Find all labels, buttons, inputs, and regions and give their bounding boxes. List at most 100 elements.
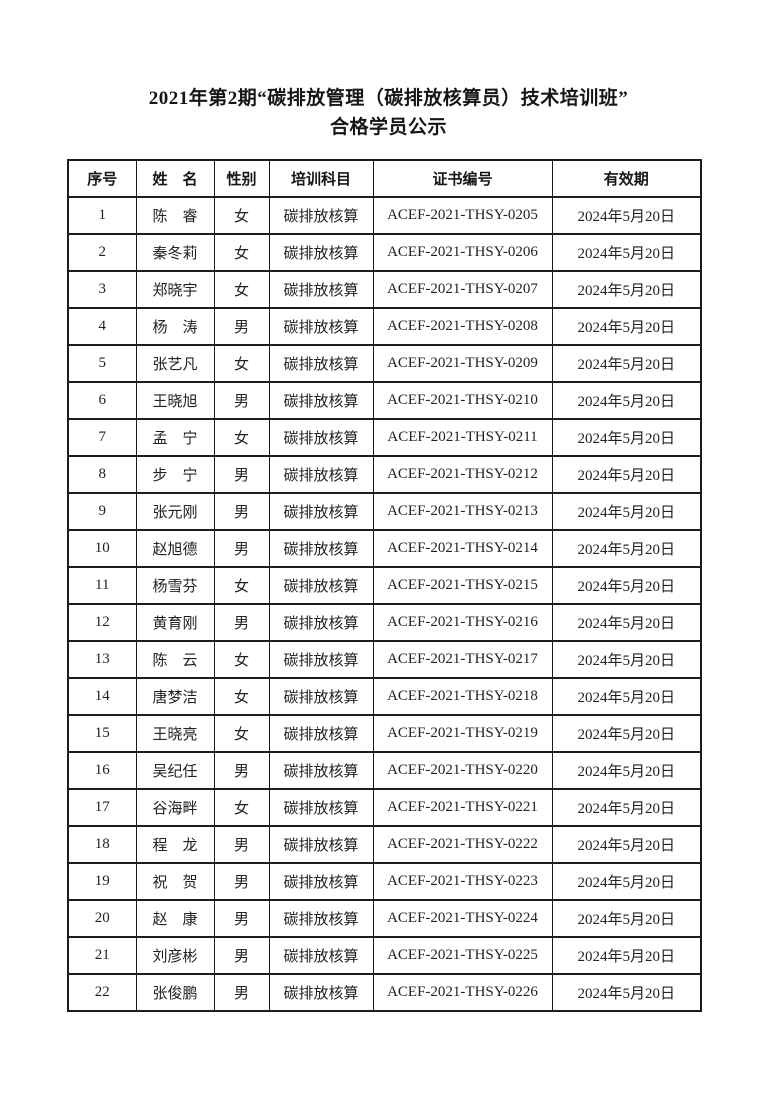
cell-validity-period: 2024年5月20日	[551, 492, 702, 531]
cell-training-subject: 碳排放核算	[268, 529, 374, 568]
cell-validity-period: 2024年5月20日	[551, 936, 702, 975]
cell-serial-number: 18	[67, 825, 137, 864]
cell-gender: 男	[213, 899, 270, 938]
cell-gender: 女	[213, 788, 270, 827]
cell-gender: 女	[213, 714, 270, 753]
cell-validity-period: 2024年5月20日	[551, 788, 702, 827]
cell-training-subject: 碳排放核算	[268, 196, 374, 235]
cell-validity-period: 2024年5月20日	[551, 640, 702, 679]
cell-training-subject: 碳排放核算	[268, 307, 374, 346]
cell-validity-period: 2024年5月20日	[551, 862, 702, 901]
table-row: 20 赵 康 男 碳排放核算 ACEF-2021-THSY-0224 2024年…	[67, 899, 702, 938]
cell-training-subject: 碳排放核算	[268, 862, 374, 901]
table-row: 22 张俊鹏 男 碳排放核算 ACEF-2021-THSY-0226 2024年…	[67, 973, 702, 1012]
table-row: 14 唐梦洁 女 碳排放核算 ACEF-2021-THSY-0218 2024年…	[67, 677, 702, 716]
header-training-subject: 培训科目	[268, 159, 374, 198]
cell-name: 孟 宁	[135, 418, 215, 457]
cell-training-subject: 碳排放核算	[268, 973, 374, 1012]
cell-validity-period: 2024年5月20日	[551, 381, 702, 420]
cell-name: 张元刚	[135, 492, 215, 531]
cell-training-subject: 碳排放核算	[268, 788, 374, 827]
table-row: 4 杨 涛 男 碳排放核算 ACEF-2021-THSY-0208 2024年5…	[67, 307, 702, 346]
cell-training-subject: 碳排放核算	[268, 381, 374, 420]
cell-certificate-number: ACEF-2021-THSY-0207	[372, 270, 553, 309]
cell-validity-period: 2024年5月20日	[551, 455, 702, 494]
cell-training-subject: 碳排放核算	[268, 270, 374, 309]
table-row: 1 陈 睿 女 碳排放核算 ACEF-2021-THSY-0205 2024年5…	[67, 196, 702, 235]
cell-serial-number: 12	[67, 603, 137, 642]
cell-serial-number: 22	[67, 973, 137, 1012]
cell-name: 陈 睿	[135, 196, 215, 235]
cell-name: 吴纪任	[135, 751, 215, 790]
table-row: 18 程 龙 男 碳排放核算 ACEF-2021-THSY-0222 2024年…	[67, 825, 702, 864]
cell-name: 刘彦彬	[135, 936, 215, 975]
cell-name: 赵旭德	[135, 529, 215, 568]
cell-certificate-number: ACEF-2021-THSY-0215	[372, 566, 553, 605]
cell-name: 杨 涛	[135, 307, 215, 346]
cell-name: 张艺凡	[135, 344, 215, 383]
page-title-line2: 合格学员公示	[329, 117, 447, 138]
cell-serial-number: 21	[67, 936, 137, 975]
cell-name: 张俊鹏	[135, 973, 215, 1012]
cell-training-subject: 碳排放核算	[268, 899, 374, 938]
cell-training-subject: 碳排放核算	[268, 714, 374, 753]
cell-name: 王晓亮	[135, 714, 215, 753]
cell-serial-number: 10	[67, 529, 137, 568]
cell-validity-period: 2024年5月20日	[551, 899, 702, 938]
cell-certificate-number: ACEF-2021-THSY-0213	[372, 492, 553, 531]
cell-name: 步 宁	[135, 455, 215, 494]
cell-validity-period: 2024年5月20日	[551, 825, 702, 864]
cell-validity-period: 2024年5月20日	[551, 566, 702, 605]
cell-serial-number: 19	[67, 862, 137, 901]
table-row: 2 秦冬莉 女 碳排放核算 ACEF-2021-THSY-0206 2024年5…	[67, 233, 702, 272]
cell-certificate-number: ACEF-2021-THSY-0220	[372, 751, 553, 790]
cell-serial-number: 9	[67, 492, 137, 531]
cell-certificate-number: ACEF-2021-THSY-0224	[372, 899, 553, 938]
cell-serial-number: 14	[67, 677, 137, 716]
cell-certificate-number: ACEF-2021-THSY-0216	[372, 603, 553, 642]
cell-certificate-number: ACEF-2021-THSY-0218	[372, 677, 553, 716]
cell-gender: 男	[213, 307, 270, 346]
header-serial-number: 序号	[67, 159, 137, 198]
cell-certificate-number: ACEF-2021-THSY-0217	[372, 640, 553, 679]
cell-certificate-number: ACEF-2021-THSY-0212	[372, 455, 553, 494]
cell-gender: 男	[213, 936, 270, 975]
table-row: 8 步 宁 男 碳排放核算 ACEF-2021-THSY-0212 2024年5…	[67, 455, 702, 494]
cell-gender: 女	[213, 677, 270, 716]
cell-training-subject: 碳排放核算	[268, 233, 374, 272]
cell-training-subject: 碳排放核算	[268, 455, 374, 494]
cell-validity-period: 2024年5月20日	[551, 270, 702, 309]
table-row: 13 陈 云 女 碳排放核算 ACEF-2021-THSY-0217 2024年…	[67, 640, 702, 679]
cell-gender: 男	[213, 492, 270, 531]
cell-training-subject: 碳排放核算	[268, 566, 374, 605]
cell-gender: 女	[213, 196, 270, 235]
cell-validity-period: 2024年5月20日	[551, 307, 702, 346]
cell-serial-number: 6	[67, 381, 137, 420]
table-header: 序号 姓 名 性别 培训科目 证书编号 有效期	[67, 159, 702, 198]
cell-name: 赵 康	[135, 899, 215, 938]
cell-gender: 男	[213, 973, 270, 1012]
page-title: 2021年第2期“碳排放管理（碳排放核算员）技术培训班” 合格学员公示	[0, 0, 777, 142]
header-validity-period: 有效期	[551, 159, 702, 198]
cell-training-subject: 碳排放核算	[268, 603, 374, 642]
table-row: 11 杨雪芬 女 碳排放核算 ACEF-2021-THSY-0215 2024年…	[67, 566, 702, 605]
cell-training-subject: 碳排放核算	[268, 492, 374, 531]
header-certificate-number: 证书编号	[372, 159, 553, 198]
cell-name: 陈 云	[135, 640, 215, 679]
cell-name: 杨雪芬	[135, 566, 215, 605]
cell-name: 程 龙	[135, 825, 215, 864]
header-name: 姓 名	[135, 159, 215, 198]
cell-certificate-number: ACEF-2021-THSY-0209	[372, 344, 553, 383]
cell-serial-number: 7	[67, 418, 137, 457]
cell-validity-period: 2024年5月20日	[551, 529, 702, 568]
cell-certificate-number: ACEF-2021-THSY-0226	[372, 973, 553, 1012]
cell-gender: 女	[213, 640, 270, 679]
cell-training-subject: 碳排放核算	[268, 640, 374, 679]
cell-serial-number: 15	[67, 714, 137, 753]
cell-gender: 男	[213, 455, 270, 494]
cell-validity-period: 2024年5月20日	[551, 344, 702, 383]
cell-certificate-number: ACEF-2021-THSY-0214	[372, 529, 553, 568]
cell-serial-number: 13	[67, 640, 137, 679]
cell-name: 秦冬莉	[135, 233, 215, 272]
